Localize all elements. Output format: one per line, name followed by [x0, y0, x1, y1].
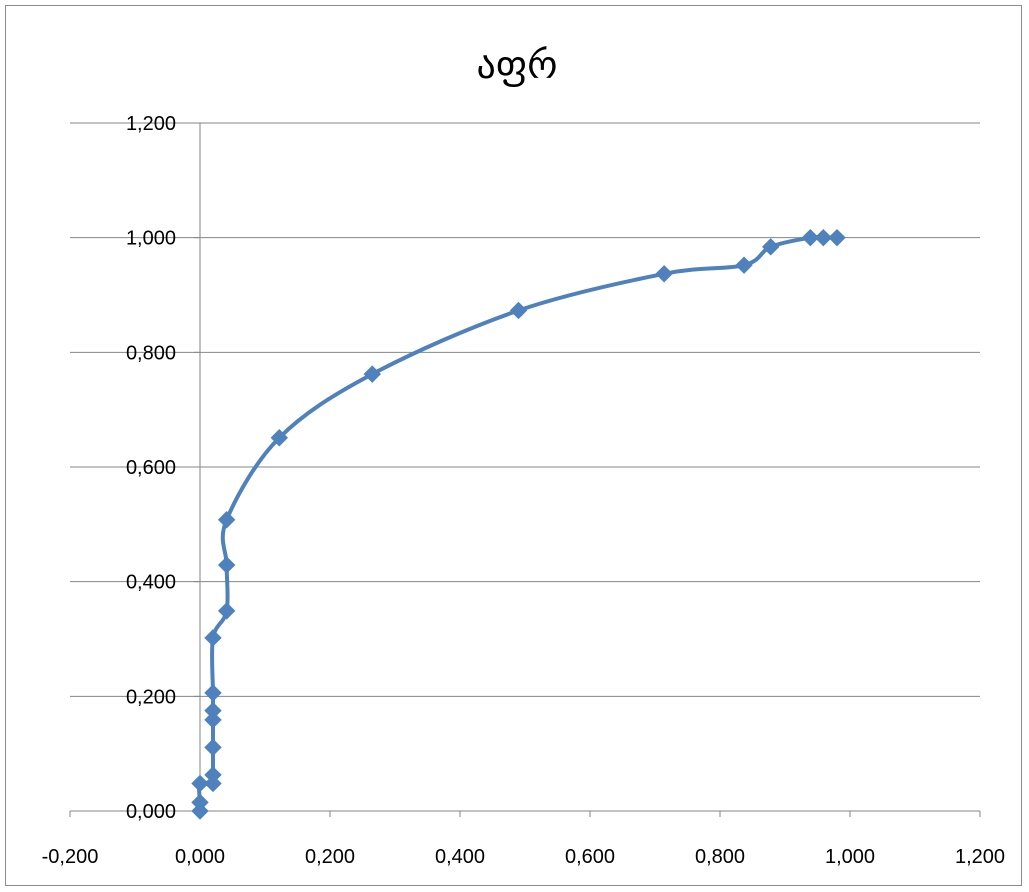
y-tick-label: 0,200 — [126, 686, 176, 708]
data-point — [814, 228, 833, 247]
data-point — [735, 256, 753, 274]
data-point — [217, 602, 236, 620]
y-tick-label: 1,200 — [126, 113, 176, 135]
data-point — [509, 301, 528, 320]
y-tick-label: 0,000 — [126, 801, 176, 823]
data-point — [204, 684, 222, 702]
data-point — [655, 265, 673, 283]
x-tick-label: 1,000 — [825, 846, 875, 868]
data-point — [204, 711, 222, 729]
gridlines — [70, 122, 980, 697]
y-tick-label: 0,800 — [126, 342, 176, 364]
y-tick-label: 0,400 — [126, 572, 176, 594]
x-tick-labels: -0,200 0,000 0,200 0,400 0,600 0,800 1,000 1,20… — [42, 846, 1005, 868]
x-tick-label: -0,200 — [42, 846, 99, 868]
data-point — [204, 701, 222, 720]
series-line — [197, 234, 839, 813]
data-point — [761, 238, 780, 256]
data-point — [204, 738, 222, 757]
x-tick-label: 0,600 — [565, 846, 615, 868]
x-tick-label: 0,400 — [435, 846, 485, 868]
axes — [69, 122, 981, 817]
data-point — [204, 766, 222, 784]
series-layer — [191, 228, 846, 820]
x-tick-label: 1,200 — [955, 846, 1005, 868]
chart-title: აფრ — [477, 43, 558, 87]
data-point — [191, 774, 209, 793]
chart-frame — [5, 5, 1022, 886]
data-point — [270, 429, 289, 447]
data-point — [217, 511, 236, 529]
y-tick-label: 1,000 — [126, 228, 176, 250]
x-tick-label: 0,000 — [175, 846, 225, 868]
x-tick-label: 0,800 — [695, 846, 745, 868]
y-tick-labels: 0,000 0,200 0,400 0,600 0,800 1,000 1,200 — [126, 113, 176, 823]
data-point — [217, 556, 236, 574]
data-point — [801, 228, 820, 247]
y-tick-label: 0,600 — [126, 457, 176, 479]
data-point — [191, 793, 209, 812]
x-tick-label: 0,200 — [305, 846, 355, 868]
data-point — [204, 629, 222, 647]
data-point — [828, 228, 846, 247]
data-point — [363, 365, 381, 383]
